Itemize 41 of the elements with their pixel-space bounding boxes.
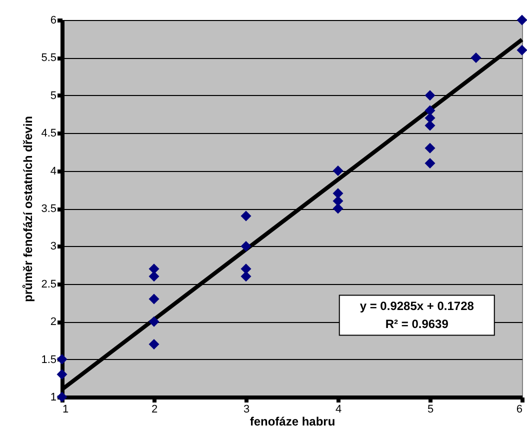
point	[470, 52, 482, 63]
x-tick-label: 4	[335, 404, 342, 416]
y-tick-label: 3	[50, 240, 56, 253]
y-tick-label: 2	[50, 316, 56, 328]
point	[424, 112, 436, 124]
x-tick-label: 5	[427, 404, 434, 416]
x-tick-label: 2	[151, 404, 158, 416]
y-axis-title: průměr fenofází ostatních dřevin	[21, 116, 36, 302]
point	[240, 210, 252, 222]
point	[424, 142, 436, 154]
x-tick-label: 1	[62, 404, 69, 416]
point	[148, 316, 160, 327]
y-tick-label: 4	[50, 165, 56, 178]
point	[148, 294, 160, 304]
point	[332, 166, 344, 176]
y-tick-label: 3.5	[41, 203, 56, 215]
annotation: R² = 0.9639	[385, 317, 449, 332]
point	[240, 240, 252, 252]
y-tick-label: 4.5	[41, 128, 56, 140]
point	[332, 203, 344, 214]
point	[424, 158, 436, 169]
y-tick-label: 2.5	[41, 278, 56, 290]
y-tick-label: 5.5	[41, 52, 56, 64]
y-tick-label: 1	[50, 392, 56, 404]
annotation: y = 0.9285x + 0.1728	[360, 299, 474, 314]
point	[332, 188, 344, 199]
y-tick-label: 1.5	[41, 354, 56, 366]
point	[148, 338, 160, 350]
y-tick-label: 6	[50, 14, 56, 26]
point	[56, 369, 68, 380]
x-tick-label: 3	[243, 404, 250, 416]
point	[56, 392, 68, 402]
point	[516, 14, 527, 26]
point	[424, 90, 436, 101]
point	[424, 105, 436, 116]
y-tick-label: 5	[50, 90, 56, 102]
point	[516, 44, 527, 56]
x-axis-title: fenofáze habru	[250, 414, 336, 428]
point	[56, 354, 68, 365]
point	[424, 120, 436, 131]
x-tick-label: 6	[516, 404, 522, 416]
